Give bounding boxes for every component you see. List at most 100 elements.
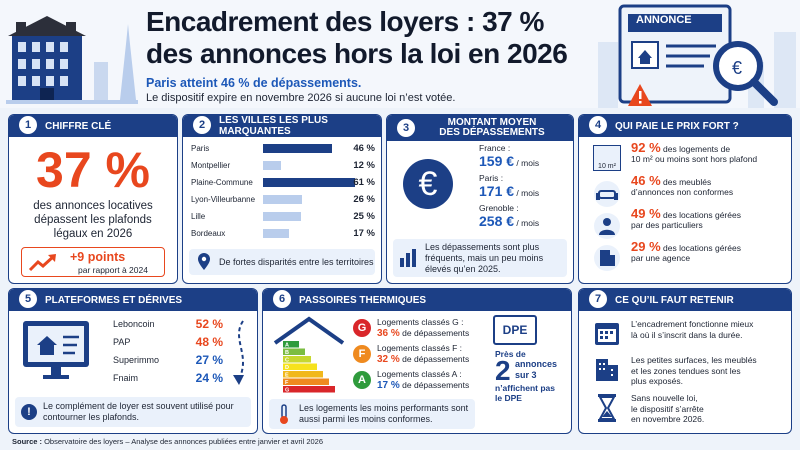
energy-class-list: G Logements classés G : 36 % de dépassem… xyxy=(353,317,489,395)
dpe-stat: Près de 2 annonces sur 3 n’affichent pas… xyxy=(495,349,558,403)
city-label: Lille xyxy=(191,212,206,221)
delta-caption: par rapport à 2024 xyxy=(78,265,148,275)
buildings-icon xyxy=(596,359,618,381)
person-icon xyxy=(594,213,620,239)
energy-band xyxy=(283,341,299,348)
panel-number: 4 xyxy=(587,115,609,136)
city-label: Bordeaux xyxy=(191,229,226,238)
city-bar xyxy=(263,229,289,238)
paris-building-illustration xyxy=(2,4,142,104)
city-bar-chart: Paris 46 % Montpellier 12 % Plaine-Commune 61… xyxy=(183,141,381,241)
curved-arrow-icon xyxy=(233,320,244,385)
panel-header: CE QU’IL FAUT RETENIR xyxy=(579,289,791,311)
energy-band xyxy=(283,356,311,363)
city-bar xyxy=(263,195,303,204)
city-label: Paris xyxy=(191,144,210,153)
payer-row: 49 % des locations gérées par des particu… xyxy=(631,206,741,230)
svg-text:€: € xyxy=(732,58,742,78)
payer-row: 92 % des logements de 10 m² ou moins sont… xyxy=(631,140,758,164)
energy-row: A Logements classés A : 17 % de dépassem… xyxy=(353,369,489,395)
city-bar xyxy=(263,144,333,153)
platform-row: PAP 48 % xyxy=(113,335,223,349)
house-roof xyxy=(273,316,345,345)
subtitle: Le dispositif expire en novembre 2026 si… xyxy=(146,92,456,104)
panel-retenir: CE QU’IL FAUT RETENIR 7 L’encadrement fo… xyxy=(578,288,792,434)
energy-class-badge: A xyxy=(353,371,371,389)
studio-icon: 10 m² xyxy=(593,145,621,171)
city-value-label: 46 % xyxy=(353,143,375,154)
delta-box: +9 points par rapport à 2024 xyxy=(21,247,165,277)
energy-band xyxy=(283,348,305,355)
energy-band-label: C xyxy=(285,358,289,364)
takeaway-list: L’encadrement fonctionne mieux là où il s… xyxy=(631,319,789,425)
platform-row: Fnaim 24 % xyxy=(113,371,223,385)
panel-header: CHIFFRE CLÉ xyxy=(9,115,177,137)
thermometer-icon xyxy=(280,404,288,424)
energy-row: G Logements classés G : 36 % de dépassem… xyxy=(353,317,489,343)
amount-row: France : 159 € / mois xyxy=(479,143,540,169)
takeaway-item: L’encadrement fonctionne mieux là où il s… xyxy=(631,319,754,340)
amount-row: Grenoble : 258 € / mois xyxy=(479,203,540,229)
panel-number: 1 xyxy=(17,115,39,136)
panel-number: 5 xyxy=(17,289,39,310)
key-figure-description: des annonces locatives dépassent les plaf… xyxy=(33,200,153,240)
city-value-label: 12 % xyxy=(353,160,375,171)
panel-number: 3 xyxy=(395,117,417,139)
energy-band xyxy=(283,378,329,385)
energy-band xyxy=(283,371,323,378)
panel-header: QUI PAIE LE PRIX FORT ? xyxy=(579,115,791,137)
platform-row: Leboncoin 52 % xyxy=(113,317,223,331)
delta-value: +9 points xyxy=(70,250,126,264)
panel-villes: LES VILLES LES PLUS MARQUANTES 2 Paris 46… xyxy=(182,114,382,284)
city-value-label: 25 % xyxy=(353,211,375,222)
subtitle-highlight: Paris atteint 46 % de dépassements. xyxy=(146,76,362,90)
dpe-document-icon: DPE xyxy=(493,315,537,345)
energy-band-label: B xyxy=(285,350,289,356)
panel-header: MONTANT MOYEN DES DÉPASSEMENTS xyxy=(387,115,573,141)
euro-icon: € xyxy=(403,159,453,209)
energy-class-badge: G xyxy=(353,319,371,337)
platform-row: Superimmo 27 % xyxy=(113,353,223,367)
key-figure: 37 % xyxy=(36,142,150,198)
energy-band xyxy=(283,363,317,370)
energy-band-label: E xyxy=(285,373,289,379)
panel-number: 2 xyxy=(191,115,213,136)
payer-row: 46 % des meublés d’annonces non conformes xyxy=(631,173,734,197)
city-value-label: 61 % xyxy=(353,177,375,188)
energy-band-label: F xyxy=(285,380,289,386)
energy-class-badge: F xyxy=(353,345,371,363)
panel-chiffre-cle: CHIFFRE CLÉ 1 37 % des annonces locative… xyxy=(8,114,178,284)
panel-number: 7 xyxy=(587,289,609,310)
takeaway-item: Sans nouvelle loi, le dispositif s’arrête… xyxy=(631,393,705,424)
hourglass-icon xyxy=(598,394,616,422)
city-label: Plaine-Commune xyxy=(191,178,253,187)
panel-header: PASSOIRES THERMIQUES xyxy=(263,289,571,311)
panel-header: PLATEFORMES ET DÉRIVES xyxy=(9,289,257,311)
energy-band-label: G xyxy=(285,388,289,394)
note-box: ! Le complément de loyer est souvent uti… xyxy=(15,397,251,427)
calendar-icon xyxy=(595,323,619,345)
bar-chart-icon xyxy=(400,249,416,267)
map-pin-icon xyxy=(198,253,210,270)
trend-up-icon xyxy=(28,254,56,272)
header: Encadrement des loyers : 37 % des annonc… xyxy=(0,0,800,108)
panel-prix-fort: QUI PAIE LE PRIX FORT ? 4 10 m² 92 % des… xyxy=(578,114,792,284)
amount-list: France : 159 € / mois Paris : 171 € / mo… xyxy=(479,143,573,233)
energy-row: F Logements classés F : 32 % de dépassem… xyxy=(353,343,489,369)
source-footer: Source : Observatoire des loyers – Analy… xyxy=(12,437,324,446)
panel-plateformes: PLATEFORMES ET DÉRIVES 5 Leboncoin 52 % P… xyxy=(8,288,258,434)
building-icon xyxy=(594,245,620,271)
panel-number: 6 xyxy=(271,289,293,310)
city-bar xyxy=(263,161,282,170)
energy-band-label: A xyxy=(285,343,289,349)
note-box: Les logements les moins performants sont… xyxy=(269,399,475,429)
monitor-icon xyxy=(23,321,89,379)
panel-montant: MONTANT MOYEN DES DÉPASSEMENTS 3 € France… xyxy=(386,114,574,284)
note-box: Les dépassements sont plus fréquents, ma… xyxy=(393,239,567,277)
panel-header: LES VILLES LES PLUS MARQUANTES xyxy=(183,115,381,137)
page-title: Encadrement des loyers : 37 % des annonc… xyxy=(146,6,568,69)
annonce-illustration: € xyxy=(598,4,796,108)
sofa-icon xyxy=(594,181,620,207)
